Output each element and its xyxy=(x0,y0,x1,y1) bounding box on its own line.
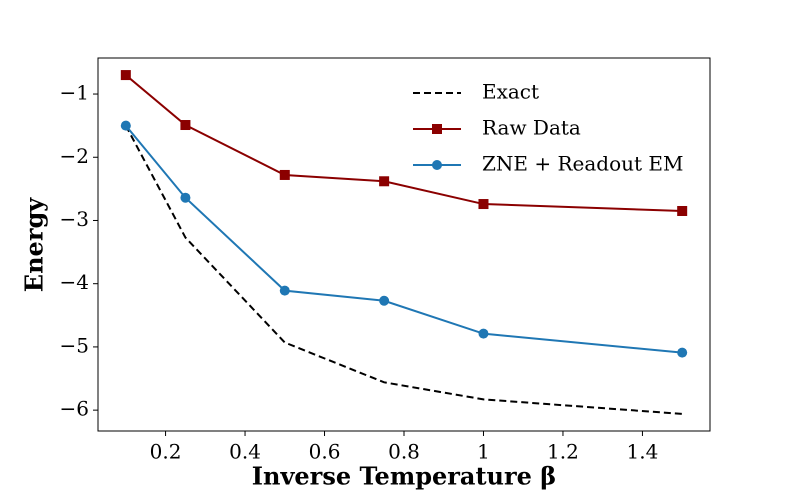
y-tick-label: −4 xyxy=(60,270,89,294)
data-point xyxy=(279,285,290,296)
series-line xyxy=(124,125,683,415)
legend-marker xyxy=(432,124,442,134)
legend-marker xyxy=(432,160,442,170)
data-point xyxy=(478,199,489,210)
y-tick-label: −1 xyxy=(60,81,89,105)
x-tick-label: 0.6 xyxy=(309,440,341,464)
data-point xyxy=(379,176,390,187)
x-tick-label: 0.2 xyxy=(150,440,182,464)
x-tick-label: 1.2 xyxy=(547,440,579,464)
data-point xyxy=(120,120,131,131)
x-tick-label: 1.4 xyxy=(627,440,659,464)
data-point xyxy=(677,205,688,216)
x-axis-label: Inverse Temperature β xyxy=(252,462,556,491)
data-point xyxy=(677,347,688,358)
data-point xyxy=(180,120,191,131)
legend-label: ZNE + Readout EM xyxy=(482,152,683,176)
legend-label: Raw Data xyxy=(482,116,581,140)
y-tick-label: −2 xyxy=(60,144,89,168)
series-line xyxy=(125,125,683,354)
y-axis-label: Energy xyxy=(20,197,49,292)
y-tick-label: −5 xyxy=(60,333,89,357)
series-line xyxy=(125,74,683,212)
plot-frame xyxy=(97,57,711,432)
y-tick-label: −3 xyxy=(60,207,89,231)
data-point xyxy=(279,169,290,180)
data-point xyxy=(379,295,390,306)
x-tick-label: 0.4 xyxy=(229,440,261,464)
data-point xyxy=(120,70,131,81)
x-tick-label: 1 xyxy=(477,440,490,464)
x-tick-label: 0.8 xyxy=(388,440,420,464)
data-point xyxy=(478,328,489,339)
data-point xyxy=(180,192,191,203)
legend-label: Exact xyxy=(482,80,539,104)
y-tick-label: −6 xyxy=(60,397,89,421)
